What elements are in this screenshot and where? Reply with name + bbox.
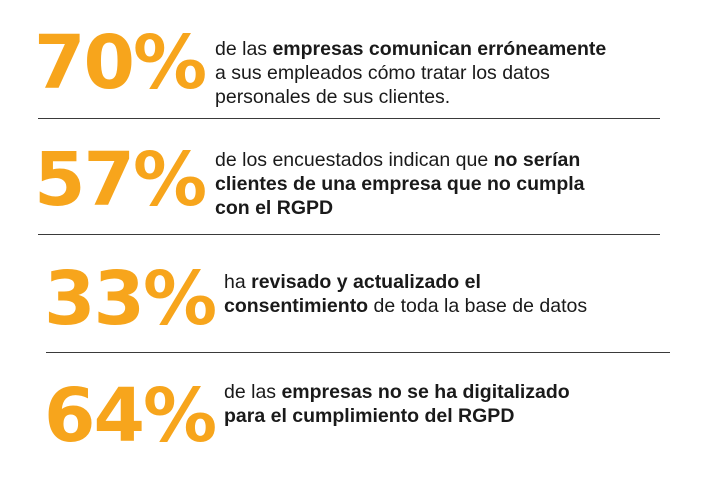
text: de las	[224, 381, 282, 403]
text: de toda la base de datos	[368, 295, 588, 317]
bold-text: para el cumplimiento del RGPD	[224, 405, 515, 427]
description-line: con el RGPD	[215, 196, 585, 220]
bold-text: con el RGPD	[215, 197, 334, 219]
stat-description: ha revisado y actualizado el consentimien…	[224, 270, 587, 318]
divider-line	[38, 118, 660, 119]
text: de los encuestados indican que	[215, 149, 494, 171]
description-line: de las empresas comunican erróneamente	[215, 37, 606, 61]
description-line: personales de sus clientes.	[215, 85, 606, 109]
description-line: de los encuestados indican que no serían	[215, 148, 585, 172]
bold-text: clientes de una empresa que no cumpla	[215, 173, 585, 195]
description-line: para el cumplimiento del RGPD	[224, 404, 570, 428]
description-line: de las empresas no se ha digitalizado	[224, 380, 570, 404]
bold-text: empresas comunican erróneamente	[272, 38, 607, 60]
text: personales de sus clientes.	[215, 86, 451, 108]
description-line: ha revisado y actualizado el	[224, 270, 587, 294]
stat-description: de las empresas comunican erróneamente a …	[215, 37, 606, 109]
stat-description: de los encuestados indican que no serían…	[215, 148, 585, 220]
text: a sus empleados cómo tratar los datos	[215, 62, 550, 84]
bold-text: consentimiento	[224, 295, 369, 317]
stat-percentage: 64%	[44, 373, 217, 459]
stat-percentage: 70%	[34, 20, 207, 106]
bold-text: no serían	[493, 149, 581, 171]
bold-text: revisado y actualizado el	[251, 271, 481, 293]
description-line: a sus empleados cómo tratar los datos	[215, 61, 606, 85]
description-line: consentimiento de toda la base de datos	[224, 294, 587, 318]
stat-percentage: 33%	[44, 256, 217, 342]
text: ha	[224, 271, 252, 293]
stat-percentage: 57%	[34, 137, 207, 223]
stat-description: de las empresas no se ha digitalizado par…	[224, 380, 570, 428]
divider-line	[38, 234, 660, 235]
divider-line	[46, 352, 670, 353]
description-line: clientes de una empresa que no cumpla	[215, 172, 585, 196]
text: de las	[215, 38, 273, 60]
bold-text: empresas no se ha digitalizado	[281, 381, 570, 403]
